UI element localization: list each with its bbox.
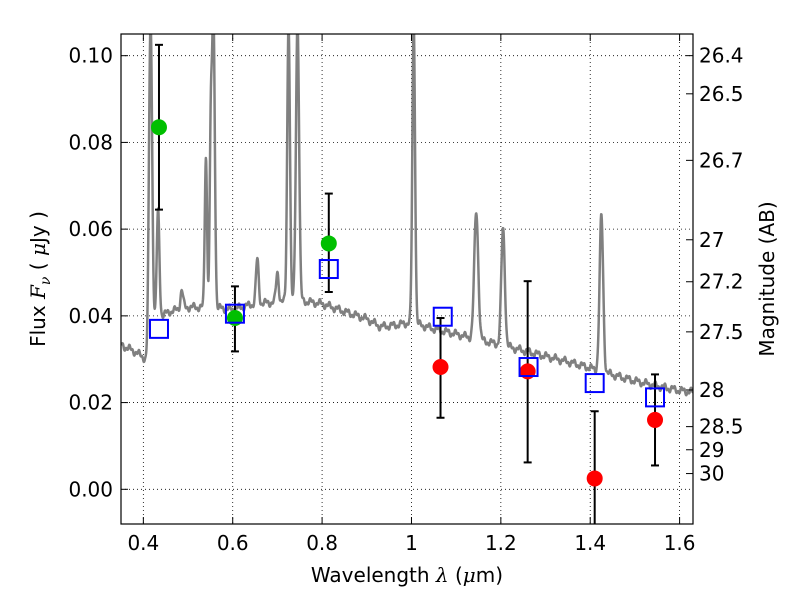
mag-tick-label: 27.2 — [699, 270, 744, 294]
tick-labels: 0.4 0.6 0.8 1 1.2 1.4 1.6 0.00 0.02 0.04 0.06 0.08 0… — [68, 44, 743, 555]
x-tick-label: 0.6 — [217, 531, 249, 555]
spectrum-line — [121, 34, 693, 397]
model-point — [584, 373, 605, 394]
axis-ticks — [121, 34, 693, 524]
model-point — [148, 318, 169, 339]
y-tick-label: 0.04 — [68, 304, 113, 328]
y-tick-label: 0.02 — [68, 391, 113, 415]
mag-tick-label: 27 — [699, 228, 724, 252]
data-point — [432, 359, 449, 376]
data-point — [150, 119, 167, 136]
model-point — [645, 387, 666, 408]
model-point — [224, 303, 245, 324]
plot-area — [121, 34, 693, 524]
model-point — [432, 306, 453, 327]
mag-tick-label: 27.5 — [699, 320, 744, 344]
x-tick-label: 0.8 — [306, 531, 338, 555]
mag-tick-label: 28 — [699, 378, 724, 402]
y-tick-label: 0.00 — [68, 477, 113, 501]
y-tick-label: 0.08 — [68, 130, 113, 154]
y-tick-label: 0.06 — [68, 217, 113, 241]
data-point — [586, 470, 603, 487]
plot-background — [121, 34, 693, 524]
mag-tick-label: 26.4 — [699, 44, 744, 68]
x-tick-label: 1.4 — [574, 531, 606, 555]
model-point — [518, 357, 539, 378]
data-markers — [148, 119, 666, 487]
x-tick-label: 1 — [405, 531, 418, 555]
data-point — [320, 235, 337, 252]
mag-tick-label: 26.5 — [699, 82, 744, 106]
plot-frame — [120, 33, 694, 525]
mag-tick-label: 29 — [699, 438, 724, 462]
right-axis-label: Magnitude (AB) — [755, 201, 779, 356]
y-tick-label: 0.10 — [68, 44, 113, 68]
mag-tick-label: 26.7 — [699, 148, 744, 172]
x-axis-label: Wavelength λ (μm) — [311, 563, 503, 587]
x-tick-label: 1.6 — [664, 531, 696, 555]
data-point — [647, 411, 664, 428]
mag-tick-label: 28.5 — [699, 415, 744, 439]
mag-tick-label: 30 — [699, 462, 724, 486]
x-tick-label: 0.4 — [127, 531, 159, 555]
y-axis-label: Flux Fν ( μJy ) — [26, 211, 54, 347]
model-point — [318, 259, 339, 280]
x-tick-label: 1.2 — [485, 531, 517, 555]
